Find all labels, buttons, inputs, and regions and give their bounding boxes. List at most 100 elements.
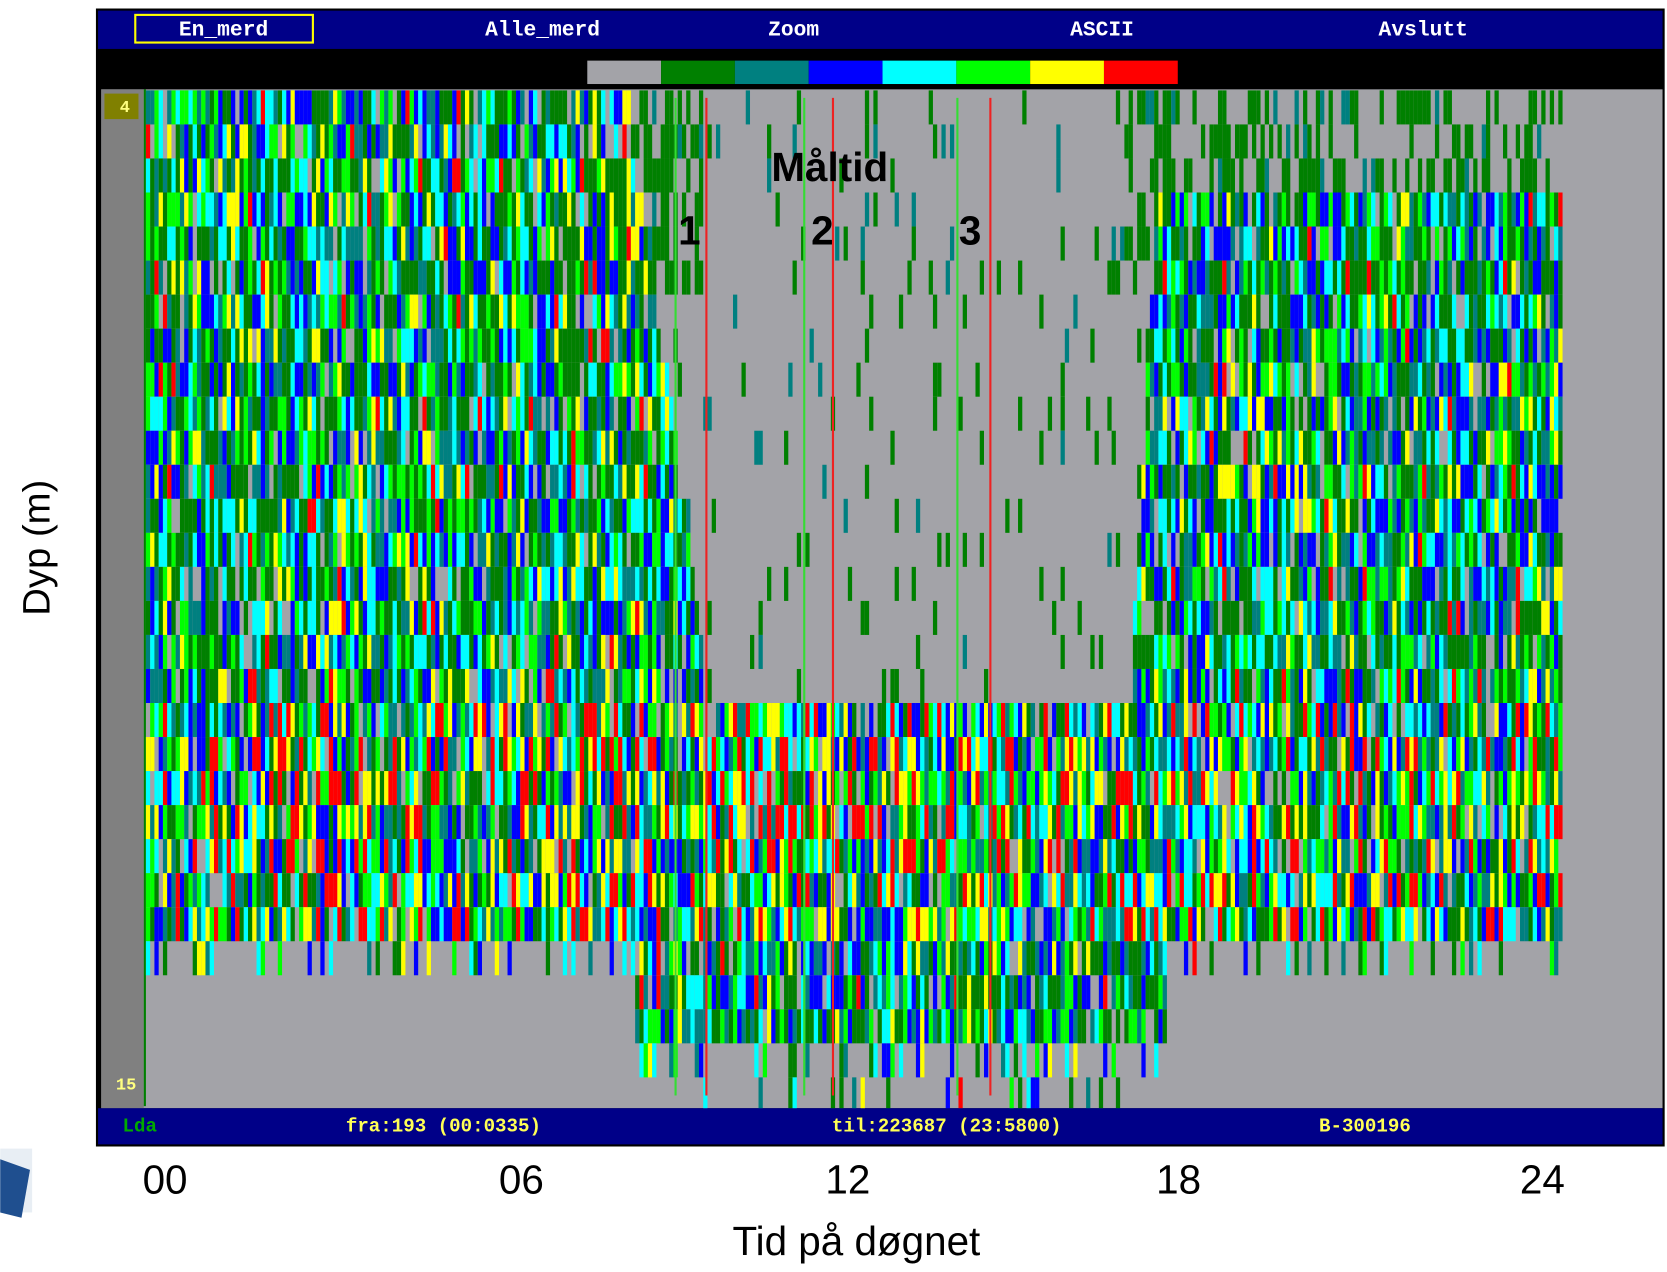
echo-cell (698, 260, 704, 295)
echo-cell (413, 396, 419, 431)
echo-cell (430, 124, 436, 159)
echo-cell (545, 873, 551, 908)
echo-cell (371, 532, 376, 567)
echo-cell (571, 634, 576, 669)
echo-cell (209, 90, 214, 125)
echo-cell (481, 532, 487, 567)
echo-cell (860, 703, 865, 738)
echo-cell (503, 124, 508, 159)
echo-cell (333, 600, 338, 635)
echo-cell (1264, 600, 1270, 635)
echo-cell (447, 260, 453, 295)
echo-cell (741, 737, 746, 772)
echo-cell (630, 566, 636, 601)
echo-cell (167, 362, 172, 397)
echo-cell (316, 430, 321, 465)
echo-cell (1234, 328, 1240, 363)
echo-cell (167, 703, 172, 738)
echo-cell (473, 124, 478, 159)
echo-cell (575, 805, 580, 840)
echo-cell (1120, 873, 1125, 908)
echo-cell (630, 294, 636, 329)
echo-cell (167, 124, 172, 159)
echo-cell (392, 839, 397, 874)
echo-cell (698, 192, 704, 227)
echo-cell (809, 873, 814, 908)
echo-cell (1226, 532, 1231, 567)
echo-cell (418, 566, 423, 601)
echo-cell (299, 192, 304, 227)
echo-cell (1111, 1043, 1116, 1078)
echo-cell (1086, 907, 1091, 942)
echo-cell (1286, 805, 1291, 840)
echo-cell (324, 703, 329, 738)
echo-cell (618, 226, 623, 261)
echo-cell (1196, 226, 1201, 261)
echo-cell (384, 192, 389, 227)
echo-cell (350, 805, 355, 840)
echo-cell (388, 124, 393, 159)
echo-cell (545, 192, 551, 227)
echo-cell (613, 668, 619, 704)
echo-cell (1179, 532, 1184, 567)
echo-cell (184, 362, 189, 397)
echo-cell (958, 1077, 963, 1112)
echo-cell (592, 634, 597, 669)
echo-cell (243, 464, 249, 499)
echo-cell (269, 805, 274, 840)
echo-cell (1171, 566, 1176, 601)
echo-cell (813, 737, 819, 772)
echo-cell (690, 839, 695, 874)
echo-cell (1145, 975, 1150, 1010)
echo-cell (677, 975, 682, 1010)
echo-cell (1213, 532, 1218, 567)
echo-cell (1047, 396, 1053, 431)
echo-cell (252, 90, 257, 125)
echo-cell (1273, 907, 1278, 942)
echo-cell (435, 532, 440, 567)
echo-cell (435, 634, 440, 669)
echo-cell (869, 805, 874, 840)
echo-cell (911, 839, 916, 874)
echo-cell (958, 907, 963, 942)
echo-cell (894, 668, 899, 704)
echo-cell (1260, 566, 1265, 601)
echo-cell (371, 260, 376, 295)
echo-cell (1230, 771, 1235, 806)
echo-cell (911, 771, 916, 806)
echo-cell (269, 532, 274, 567)
echo-cell (252, 668, 257, 704)
echo-cell (1107, 805, 1112, 840)
echo-cell (439, 90, 444, 125)
echo-cell (1171, 260, 1176, 295)
echo-cell (333, 294, 338, 329)
echo-cell (767, 873, 772, 908)
echo-cell (1252, 566, 1257, 601)
echo-cell (1286, 737, 1291, 772)
echo-cell (273, 396, 278, 431)
echo-cell (188, 192, 193, 227)
echo-cell (732, 771, 738, 806)
echo-cell (643, 498, 648, 533)
echo-cell (1005, 498, 1010, 533)
echo-cell (316, 158, 321, 193)
echo-cell (226, 566, 232, 601)
echo-cell (290, 668, 295, 704)
echo-cell (311, 226, 317, 261)
echo-cell (601, 90, 606, 125)
echo-cell (290, 634, 295, 669)
echo-cell (533, 124, 538, 159)
echo-cell (911, 566, 916, 601)
echo-cell (405, 90, 410, 125)
echo-cell (320, 498, 325, 533)
echo-cell (652, 873, 657, 908)
echo-cell (290, 192, 295, 227)
echo-cell (405, 873, 410, 908)
echo-cell (1217, 90, 1223, 125)
echo-cell (430, 328, 436, 363)
echo-cell (188, 362, 193, 397)
echo-cell (439, 226, 444, 261)
echo-cell (1188, 839, 1193, 874)
echo-cell (660, 226, 665, 261)
echo-cell (511, 464, 517, 499)
